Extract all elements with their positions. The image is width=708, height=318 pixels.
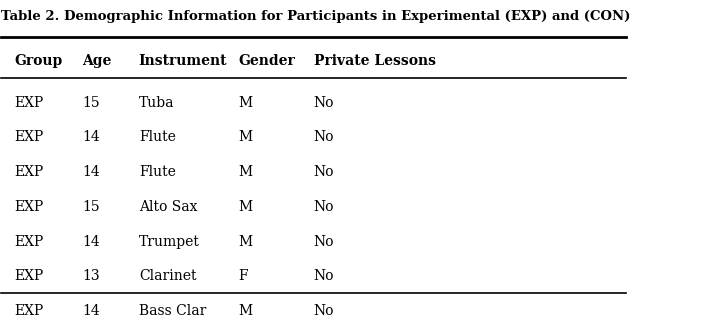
Text: 14: 14 [83,130,101,144]
Text: EXP: EXP [14,130,43,144]
Text: No: No [314,130,334,144]
Text: Instrument: Instrument [139,54,227,68]
Text: No: No [314,235,334,249]
Text: Private Lessons: Private Lessons [314,54,435,68]
Text: Flute: Flute [139,130,176,144]
Text: Group: Group [14,54,62,68]
Text: 13: 13 [83,269,101,283]
Text: M: M [239,304,253,318]
Text: Bass Clar: Bass Clar [139,304,206,318]
Text: No: No [314,165,334,179]
Text: 15: 15 [83,200,101,214]
Text: Age: Age [83,54,112,68]
Text: Tuba: Tuba [139,96,174,110]
Text: 14: 14 [83,165,101,179]
Text: EXP: EXP [14,165,43,179]
Text: No: No [314,269,334,283]
Text: F: F [239,269,249,283]
Text: M: M [239,235,253,249]
Text: 14: 14 [83,304,101,318]
Text: M: M [239,165,253,179]
Text: Table 2. Demographic Information for Participants in Experimental (EXP) and (CON: Table 2. Demographic Information for Par… [1,10,631,23]
Text: Clarinet: Clarinet [139,269,196,283]
Text: EXP: EXP [14,269,43,283]
Text: 15: 15 [83,96,101,110]
Text: No: No [314,96,334,110]
Text: M: M [239,96,253,110]
Text: M: M [239,200,253,214]
Text: 14: 14 [83,235,101,249]
Text: Alto Sax: Alto Sax [139,200,198,214]
Text: EXP: EXP [14,96,43,110]
Text: M: M [239,130,253,144]
Text: EXP: EXP [14,235,43,249]
Text: Trumpet: Trumpet [139,235,200,249]
Text: Flute: Flute [139,165,176,179]
Text: Gender: Gender [239,54,295,68]
Text: EXP: EXP [14,304,43,318]
Text: No: No [314,200,334,214]
Text: No: No [314,304,334,318]
Text: EXP: EXP [14,200,43,214]
